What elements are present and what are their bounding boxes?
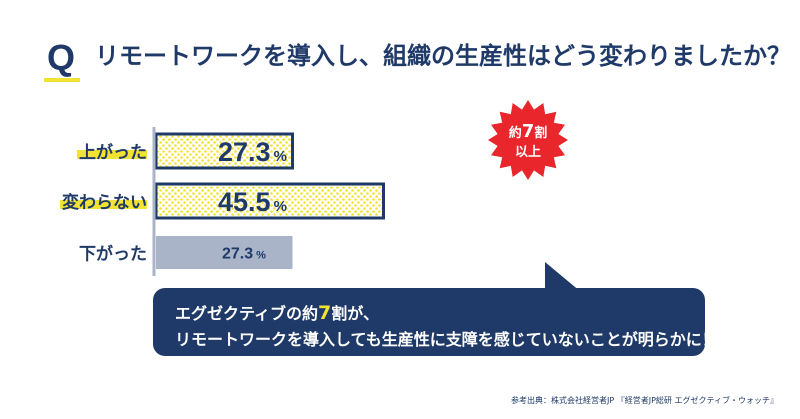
question-title: リモートワークを導入し、組織の生産性はどう変わりましたか？ xyxy=(95,42,791,70)
category-label-0: 上がった xyxy=(79,142,147,163)
category-label-2: 下がった xyxy=(79,244,147,265)
callout-line1-suffix: 割が、 xyxy=(331,304,379,323)
q-underline xyxy=(44,78,80,82)
category-highlight-1 xyxy=(60,200,147,209)
badge-line2: 以上 xyxy=(515,145,541,160)
bar-1 xyxy=(154,182,385,220)
callout-line1-number: 7 xyxy=(318,302,332,324)
category-highlight-0 xyxy=(77,150,147,159)
callout-box: エグゼクティブの約7割が、 リモートワークを導入しても生産性に支障を感じていない… xyxy=(153,288,718,356)
category-label-1: 変わらない xyxy=(62,192,147,213)
callout-tail xyxy=(545,262,581,292)
callout-line2: リモートワークを導入しても生産性に支障を感じていないことが明らかに！ xyxy=(175,330,718,349)
callout-line1: エグゼクティブの約7割が、 xyxy=(175,300,379,324)
question-mark-q: Q xyxy=(47,37,76,78)
source-note: 参考出典：株式会社経営者JP 『経営者JP総研 エグゼクティブ・ウォッチ』 xyxy=(511,396,778,405)
callout-line1-prefix: エグゼクティブの約 xyxy=(175,304,319,323)
bar-2 xyxy=(156,236,293,269)
starburst-shape xyxy=(488,100,568,180)
bar-0 xyxy=(154,132,294,170)
badge-line1: 約7割 xyxy=(509,121,548,142)
